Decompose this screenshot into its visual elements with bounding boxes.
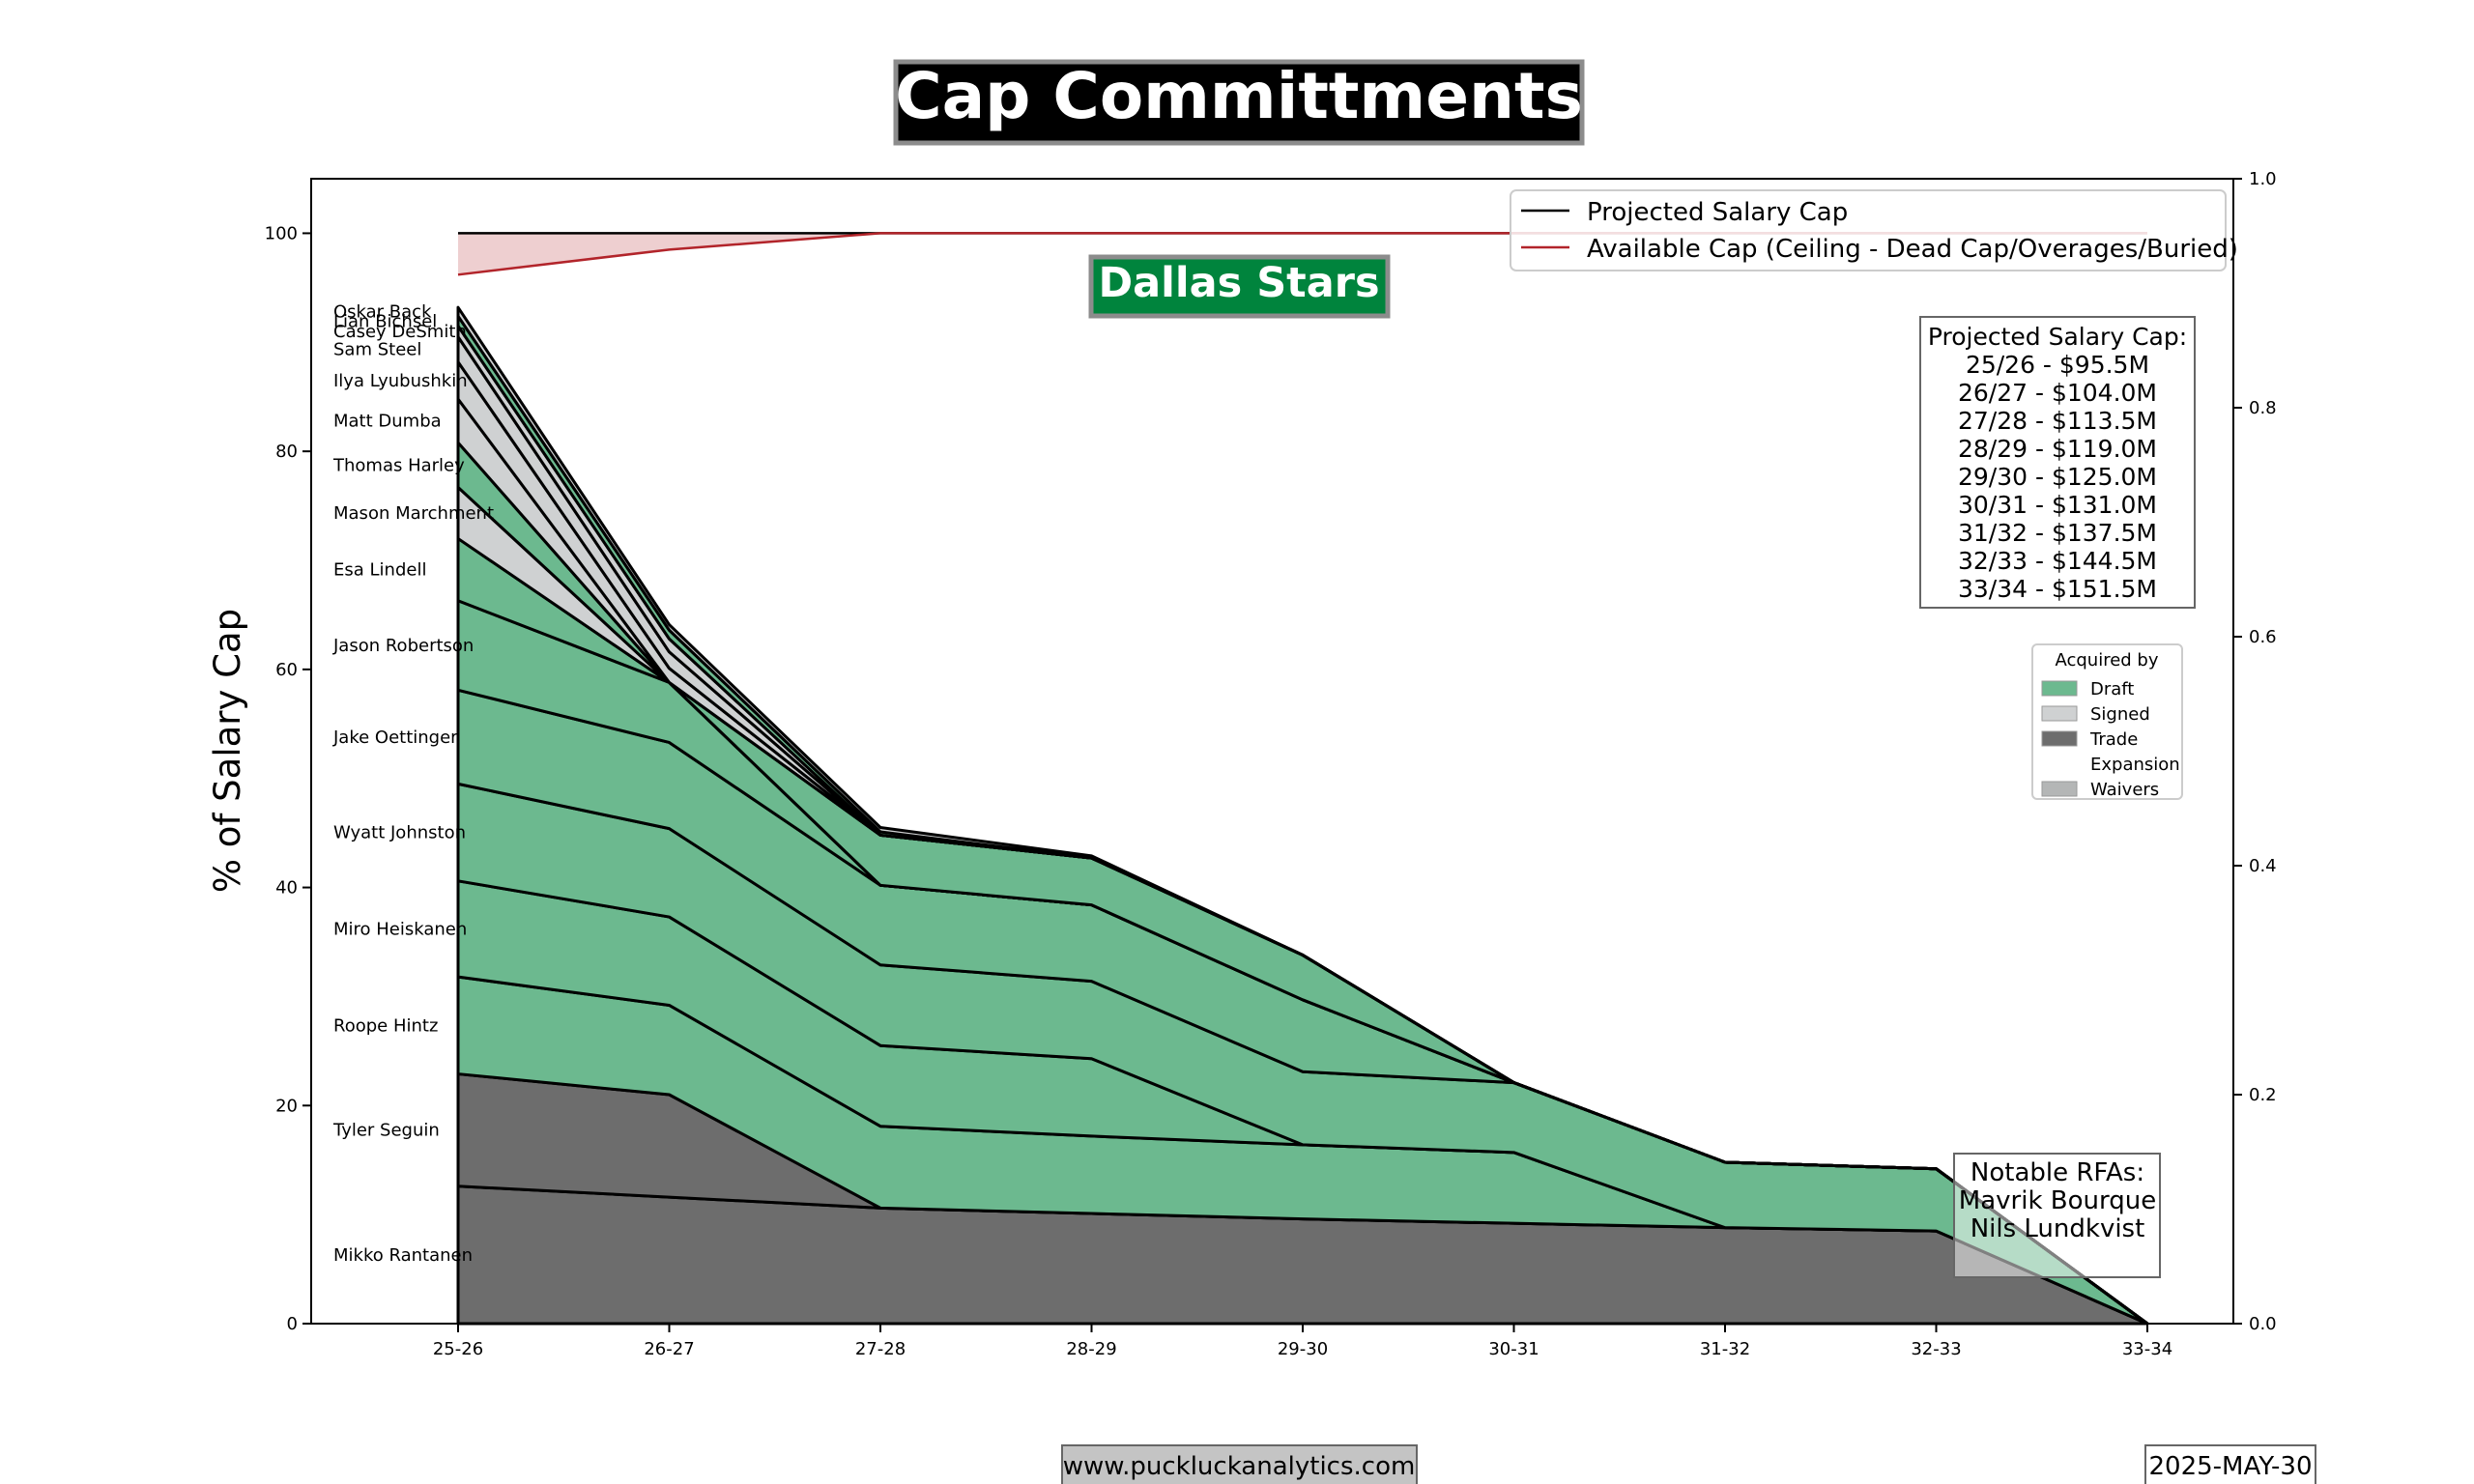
date-badge xyxy=(2144,1444,2316,1484)
x-tick-label: 31-32 xyxy=(1700,1339,1750,1359)
x-tick-label: 29-30 xyxy=(1278,1339,1328,1359)
player-label-jason-robertson: Jason Robertson xyxy=(332,636,474,656)
cap-box-title: Projected Salary Cap: xyxy=(1928,323,2187,351)
player-label-mason-marchment: Mason Marchment xyxy=(333,503,494,524)
player-label-esa-lindell: Esa Lindell xyxy=(333,560,426,581)
x-tick-label: 28-29 xyxy=(1066,1339,1116,1359)
y-tick-label: 100 xyxy=(265,223,298,243)
rfa-title: Notable RFAs: xyxy=(1971,1158,2144,1187)
legend-label-available-cap: Available Cap (Ceiling - Dead Cap/Overag… xyxy=(1587,235,2238,264)
y-axis-label: % of Salary Cap xyxy=(207,609,248,893)
player-labels-layer: Mikko Rantanen Tyler Seguin Roope Hintz Mir… xyxy=(332,302,494,1266)
date-text: 2025-MAY-30 xyxy=(2148,1452,2312,1481)
player-label-jake-oettinger: Jake Oettinger xyxy=(332,728,458,748)
player-label-tyler-seguin: Tyler Seguin xyxy=(332,1121,440,1141)
axes-layer: 0 20 40 60 80 100 0.0 0.2 0.4 0.6 0.8 1.0 25-26 26-27… xyxy=(265,169,2277,1359)
cap-box-line: 27/28 - $113.5M xyxy=(1958,407,2157,435)
acquired-swatch-signed xyxy=(2041,705,2078,722)
x-tick-label: 32-33 xyxy=(1911,1339,1961,1359)
projected-cap-box: Projected Salary Cap: 25/26 - $95.5M26/2… xyxy=(1919,316,2196,609)
player-label-miro-heiskanen: Miro Heiskanen xyxy=(333,919,467,939)
rfa-player-2: Nils Lundkvist xyxy=(1971,1214,2145,1243)
right-y-tick-label: 0.0 xyxy=(2249,1314,2277,1334)
title-badge xyxy=(893,59,1585,146)
player-label-mikko-rantanen: Mikko Rantanen xyxy=(333,1245,473,1266)
acquired-swatch-trade xyxy=(2041,730,2078,747)
cap-box-line: 32/33 - $144.5M xyxy=(1958,547,2157,575)
cap-box-line: 29/30 - $125.0M xyxy=(1958,463,2157,491)
line-legend: Projected Salary Cap Available Cap (Ceil… xyxy=(1510,189,2238,271)
acquired-label-expansion: Expansion xyxy=(2090,755,2180,775)
acquired-legend-title: Acquired by xyxy=(2055,650,2158,671)
rfa-player-1: Mavrik Bourque xyxy=(1959,1186,2156,1215)
acquired-label-waivers: Waivers xyxy=(2090,780,2159,800)
player-label-oskar-back: Oskar Back xyxy=(333,302,432,323)
x-tick-label: 27-28 xyxy=(855,1339,906,1359)
right-y-tick-label: 0.6 xyxy=(2249,627,2277,647)
player-label-roope-hintz: Roope Hintz xyxy=(333,1015,438,1036)
legend-label-projected-cap: Projected Salary Cap xyxy=(1587,198,1848,227)
rfa-box: Notable RFAs: Mavrik Bourque Nils Lundkv… xyxy=(1953,1153,2161,1278)
player-label-thomas-harley: Thomas Harley xyxy=(332,455,465,475)
chart-title: Cap Committments xyxy=(895,59,1583,133)
cap-box-line: 26/27 - $104.0M xyxy=(1958,379,2157,407)
player-label-casey-desmith: Casey DeSmith xyxy=(333,322,467,342)
right-y-tick-label: 0.8 xyxy=(2249,398,2277,418)
acquired-label-signed: Signed xyxy=(2090,704,2150,725)
right-y-tick-label: 0.2 xyxy=(2249,1085,2277,1105)
y-tick-label: 60 xyxy=(275,660,298,680)
website-text: www.puckluckanalytics.com xyxy=(1063,1452,1416,1481)
y-tick-label: 0 xyxy=(287,1314,298,1334)
cap-box-line: 33/34 - $151.5M xyxy=(1958,575,2157,603)
dead-cap-shading xyxy=(458,233,2147,275)
y-tick-label: 20 xyxy=(275,1096,298,1116)
website-badge xyxy=(1061,1444,1418,1484)
player-label-ilya-lyubushkin: Ilya Lyubushkin xyxy=(333,371,468,391)
cap-box-line: 31/32 - $137.5M xyxy=(1958,519,2157,547)
y-tick-label: 40 xyxy=(275,878,298,899)
acquired-swatch-draft xyxy=(2041,680,2078,697)
x-tick-label: 26-27 xyxy=(644,1339,694,1359)
acquired-label-draft: Draft xyxy=(2090,679,2134,699)
acquired-swatch-expansion xyxy=(2042,756,2077,771)
stacked-areas-layer xyxy=(456,305,2149,1326)
player-label-matt-dumba: Matt Dumba xyxy=(333,412,442,432)
team-badge xyxy=(1088,254,1391,319)
player-label-sam-steel: Sam Steel xyxy=(333,340,421,360)
acquired-legend: Acquired by Draft Signed Trade Expansion Wai… xyxy=(2031,643,2183,800)
x-tick-label: 25-26 xyxy=(433,1339,483,1359)
player-label-lian-bichsel: Lian Bichsel xyxy=(333,311,437,331)
y-tick-label: 80 xyxy=(275,442,298,462)
player-label-wyatt-johnston: Wyatt Johnston xyxy=(333,823,466,843)
cap-box-line: 28/29 - $119.0M xyxy=(1958,435,2157,463)
acquired-swatch-waivers xyxy=(2041,781,2078,797)
cap-box-line: 30/31 - $131.0M xyxy=(1958,491,2157,519)
x-tick-label: 30-31 xyxy=(1488,1339,1539,1359)
x-tick-label: 33-34 xyxy=(2122,1339,2172,1359)
cap-box-line: 25/26 - $95.5M xyxy=(1966,351,2149,379)
team-name: Dallas Stars xyxy=(1098,259,1379,307)
acquired-label-trade: Trade xyxy=(2089,729,2138,750)
right-y-tick-label: 0.4 xyxy=(2249,856,2277,876)
right-y-tick-label: 1.0 xyxy=(2249,169,2277,189)
